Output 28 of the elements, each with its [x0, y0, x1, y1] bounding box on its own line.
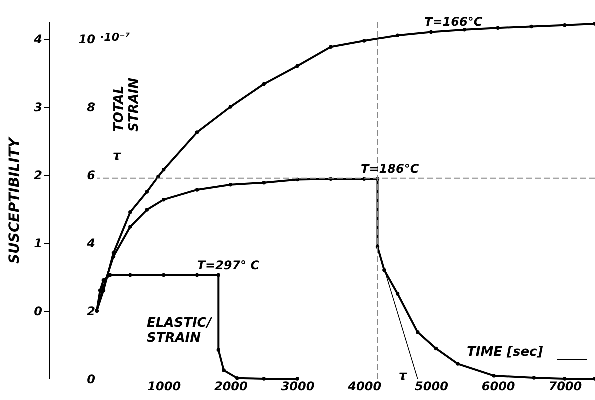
y2-tick-label: 1 — [34, 236, 42, 250]
annotation: T=186°C — [361, 162, 420, 176]
x-tick-label: 5000 — [415, 380, 448, 394]
y2-tick-label: 2 — [34, 168, 42, 182]
annotation: τ — [398, 369, 408, 384]
annotation: T=166°C — [424, 15, 483, 30]
x-axis-title: TIME [sec] — [467, 345, 544, 360]
annotation: ·10⁻⁷ — [100, 31, 130, 44]
annotation: τ — [112, 149, 122, 164]
y-tick-label: 0 — [87, 372, 96, 386]
y2-axis-title: SUSCEPTIBILITY — [7, 136, 24, 264]
y2-tick-label: 4 — [33, 32, 42, 46]
x-tick-label: 2000 — [214, 380, 248, 394]
x-tick-label: 6000 — [482, 380, 516, 394]
x-tick-label: 4000 — [347, 380, 382, 394]
annotation: TOTAL STRAIN — [112, 78, 142, 132]
y2-tick-label: 3 — [34, 100, 42, 114]
y-tick-label: 10 — [78, 32, 96, 46]
annotation: T=297° C — [197, 258, 260, 272]
x-tick-label: 1000 — [148, 380, 182, 394]
y-tick-label: 4 — [86, 236, 96, 250]
y2-tick-label: 0 — [34, 304, 42, 318]
y-tick-label: 8 — [87, 100, 96, 114]
annotation: ELASTIC/ STRAIN — [147, 316, 213, 346]
x-tick-label: 3000 — [281, 380, 315, 394]
x-tick-label: 7000 — [548, 380, 582, 394]
y-tick-label: 2 — [87, 304, 96, 318]
y-tick-label: 6 — [87, 168, 96, 182]
